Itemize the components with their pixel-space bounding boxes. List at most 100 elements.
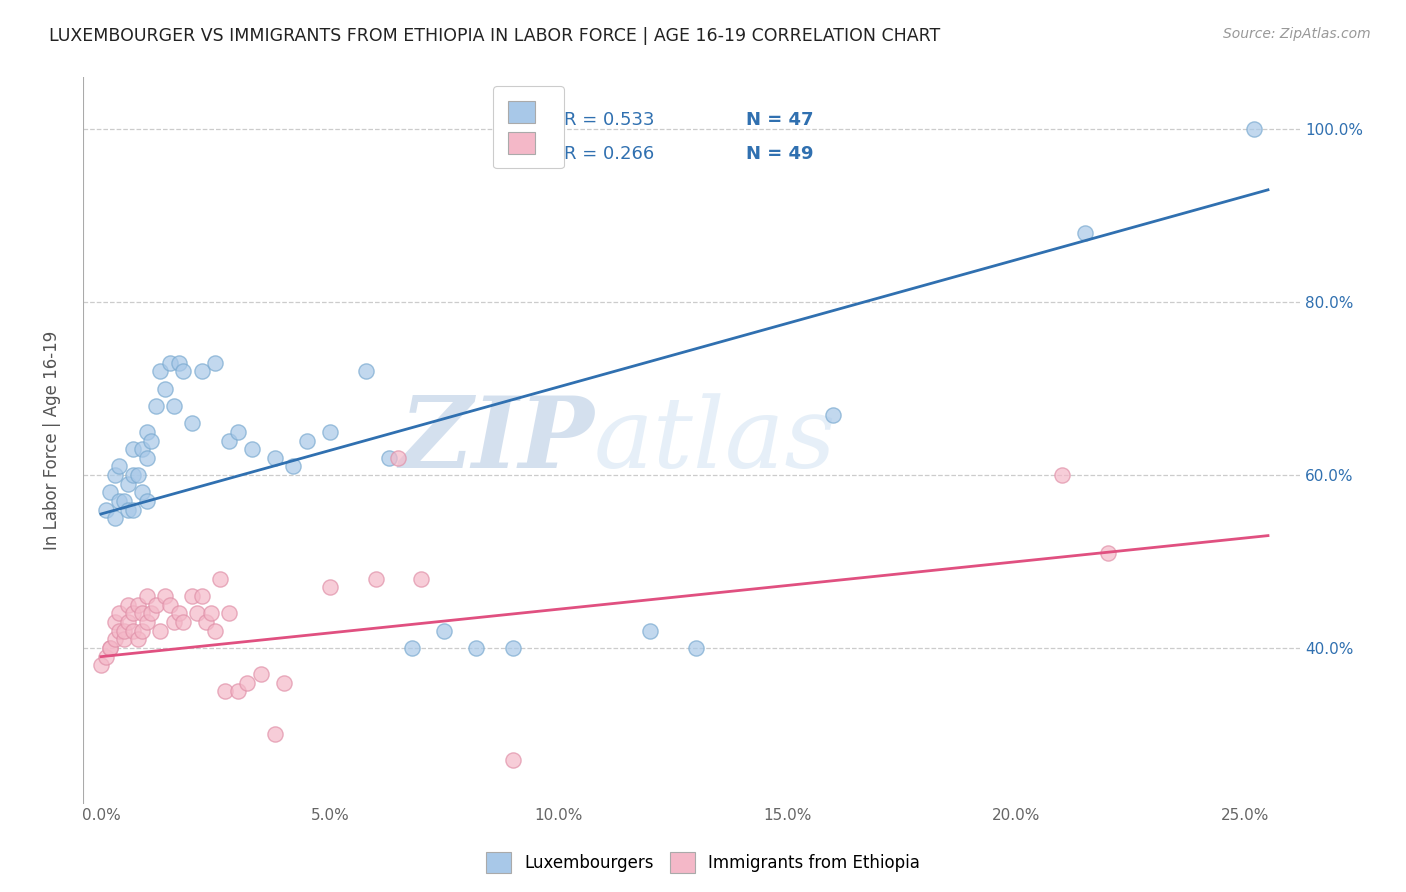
Point [145, 399, 167, 413]
Point [163, 615, 186, 629]
Legend: , : , [494, 87, 564, 169]
Point [208, 572, 231, 586]
Point [263, 727, 285, 741]
Point [112, 632, 135, 647]
Point [98, 485, 121, 500]
Point [122, 607, 145, 621]
Point [200, 607, 222, 621]
Point [823, 408, 845, 422]
Point [104, 632, 127, 647]
Point [204, 356, 226, 370]
Point [108, 494, 131, 508]
Text: N = 49: N = 49 [747, 145, 814, 162]
Point [149, 624, 172, 638]
Point [204, 624, 226, 638]
Point [378, 450, 401, 465]
Point [190, 589, 212, 603]
Point [1074, 226, 1097, 240]
Point [122, 442, 145, 457]
Point [263, 450, 285, 465]
Point [135, 615, 157, 629]
Point [135, 494, 157, 508]
Point [356, 364, 378, 378]
Point [433, 624, 456, 638]
Point [127, 632, 149, 647]
Point [638, 624, 661, 638]
Text: N = 47: N = 47 [747, 111, 814, 128]
Point [112, 494, 135, 508]
Text: LUXEMBOURGER VS IMMIGRANTS FROM ETHIOPIA IN LABOR FORCE | AGE 16-19 CORRELATION : LUXEMBOURGER VS IMMIGRANTS FROM ETHIOPIA… [49, 27, 941, 45]
Point [127, 598, 149, 612]
Point [108, 607, 131, 621]
Point [502, 753, 524, 767]
Point [218, 434, 240, 448]
Point [387, 450, 409, 465]
Point [401, 640, 423, 655]
Point [163, 399, 186, 413]
Point [181, 589, 204, 603]
Point [145, 598, 167, 612]
Point [167, 356, 190, 370]
Point [186, 607, 208, 621]
Point [465, 640, 488, 655]
Point [181, 416, 204, 430]
Point [135, 425, 157, 439]
Point [1243, 122, 1265, 136]
Text: atlas: atlas [593, 392, 837, 488]
Point [135, 450, 157, 465]
Point [131, 607, 153, 621]
Point [685, 640, 707, 655]
Text: ZIP: ZIP [399, 392, 593, 489]
Point [159, 598, 181, 612]
Point [295, 434, 318, 448]
Point [117, 615, 139, 629]
Point [226, 425, 249, 439]
Point [319, 425, 342, 439]
Point [117, 598, 139, 612]
Point [319, 581, 342, 595]
Point [195, 615, 218, 629]
Point [153, 589, 176, 603]
Point [149, 364, 172, 378]
Text: R = 0.266: R = 0.266 [564, 145, 654, 162]
Point [122, 468, 145, 483]
Point [122, 502, 145, 516]
Point [172, 364, 194, 378]
Point [218, 607, 240, 621]
Point [127, 468, 149, 483]
Point [283, 459, 305, 474]
Point [153, 382, 176, 396]
Point [214, 684, 236, 698]
Text: Source: ZipAtlas.com: Source: ZipAtlas.com [1223, 27, 1371, 41]
Text: R = 0.533: R = 0.533 [564, 111, 654, 128]
Point [131, 442, 153, 457]
Point [141, 434, 163, 448]
Point [135, 589, 157, 603]
Point [94, 649, 117, 664]
Point [117, 502, 139, 516]
Point [131, 624, 153, 638]
Point [122, 624, 145, 638]
Y-axis label: In Labor Force | Age 16-19: In Labor Force | Age 16-19 [44, 331, 60, 550]
Point [104, 468, 127, 483]
Point [411, 572, 433, 586]
Point [94, 502, 117, 516]
Point [240, 442, 263, 457]
Point [1097, 546, 1119, 560]
Point [172, 615, 194, 629]
Point [167, 607, 190, 621]
Legend: Luxembourgers, Immigrants from Ethiopia: Luxembourgers, Immigrants from Ethiopia [479, 846, 927, 880]
Point [90, 658, 112, 673]
Point [190, 364, 212, 378]
Point [273, 675, 295, 690]
Point [250, 667, 273, 681]
Point [104, 615, 127, 629]
Point [236, 675, 259, 690]
Point [502, 640, 524, 655]
Point [141, 607, 163, 621]
Point [364, 572, 387, 586]
Point [159, 356, 181, 370]
Point [131, 485, 153, 500]
Point [108, 624, 131, 638]
Point [104, 511, 127, 525]
